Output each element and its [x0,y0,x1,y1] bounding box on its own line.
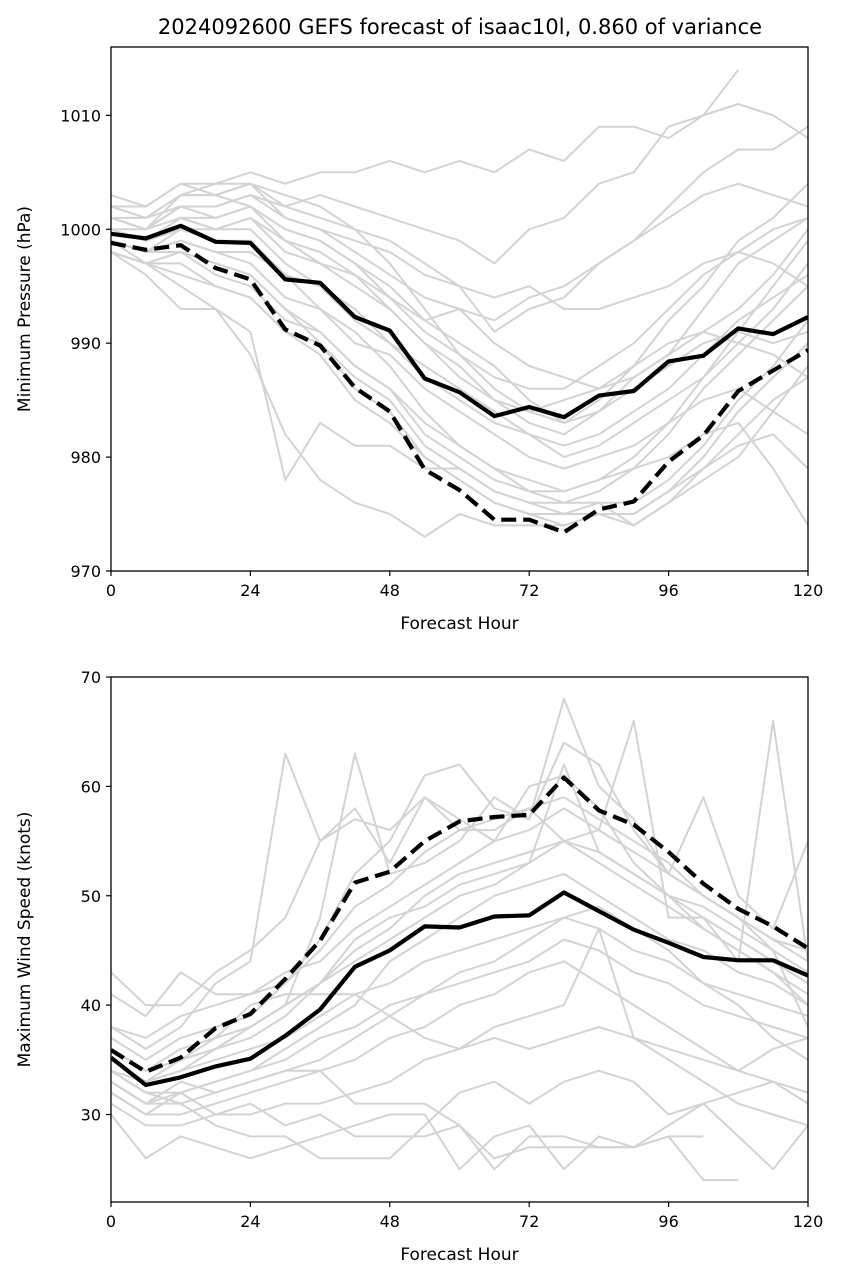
pressure-ensemble-line-15 [111,251,808,504]
wind-ensemble-line-20 [111,840,808,1072]
wind-ensemble-line-19 [111,938,808,1105]
wind-ensemble-line-14 [111,993,808,1072]
pressure-ensemble-line-7 [111,239,808,527]
pressure-y-tick-label: 1000 [60,220,101,239]
wind-x-tick-label: 120 [793,1212,824,1231]
pressure-x-tick-label: 24 [240,581,260,600]
wind-y-tick-label: 60 [81,777,101,796]
pressure-ensemble-line-4 [111,239,808,504]
wind-ensemble-line-13 [111,1069,808,1160]
pressure-y-tick-label: 1010 [60,106,101,125]
pressure-ensemble-line-6 [111,251,808,538]
pressure-ensemble-line-11 [111,182,808,424]
pressure-ensemble-line-3 [111,216,808,447]
wind-x-tick-label: 24 [240,1212,260,1231]
wind-x-axis-label: Forecast Hour [400,1245,518,1265]
pressure-axes-frame [110,46,809,572]
pressure-ensemble-line-20 [111,216,808,413]
wind-dashed-line [111,775,808,1074]
pressure-y-axis-label: Minimum Pressure (hPa) [15,206,35,412]
wind-axes-frame [110,676,809,1203]
pressure-ensemble-line-22 [111,205,808,390]
wind-ensemble-line-18 [111,807,808,1039]
pressure-ensemble-line-19 [111,239,808,470]
wind-ensemble-line-11 [111,1091,739,1182]
pressure-x-tick-label: 120 [793,581,824,600]
wind-ensemble-line-1 [111,774,808,1007]
pressure-ensemble-line-16 [111,182,808,322]
wind-ensemble-line-8 [111,960,808,1116]
wind-x-tick-label: 48 [380,1212,400,1231]
pressure-y-tick-label: 980 [70,448,101,467]
pressure-panel: 0 24 48 72 96 120 970 980 990 1000 1010 Forecast Ho… [15,46,824,634]
pressure-ensemble-line-2 [111,182,808,424]
wind-x-tick-label: 96 [658,1212,678,1231]
chart-title: 2024092600 GEFS forecast of isaac10l, 0.… [158,15,762,39]
pressure-ensemble-line-5 [111,251,808,515]
wind-ensemble-line-10 [111,1102,808,1171]
wind-y-tick-label: 40 [81,996,101,1015]
wind-mean-line [111,890,808,1088]
pressure-dashed-line [111,240,808,535]
pressure-y-tick-label: 970 [70,562,101,581]
wind-x-tick-label: 72 [519,1212,539,1231]
wind-x-tick-label: 0 [106,1212,116,1231]
pressure-x-tick-label: 96 [658,581,678,600]
wind-y-tick-label: 50 [81,887,101,906]
wind-ensemble-line-5 [111,763,808,1083]
wind-y-tick-label: 70 [81,668,101,687]
pressure-mean-line [111,223,808,420]
wind-ensemble-line-17 [111,916,808,1083]
pressure-x-tick-label: 72 [519,581,539,600]
pressure-x-tick-label: 0 [106,581,116,600]
wind-ensemble-line-12 [111,1069,704,1160]
pressure-ensemble-line-10 [111,125,808,333]
pressure-x-tick-label: 48 [380,581,400,600]
wind-y-tick-label: 30 [81,1106,101,1125]
wind-y-axis-label: Maximum Wind Speed (knots) [15,812,35,1068]
pressure-y-tick-label: 990 [70,334,101,353]
pressure-ensemble-line-18 [111,251,808,527]
pressure-ensemble-line-8 [111,69,740,208]
pressure-x-axis-label: Forecast Hour [400,614,518,634]
wind-panel: 0 24 48 72 96 120 30 40 50 60 70 Forecast Hour Maxim… [15,668,823,1265]
wind-ensemble-line-15 [111,840,808,1083]
